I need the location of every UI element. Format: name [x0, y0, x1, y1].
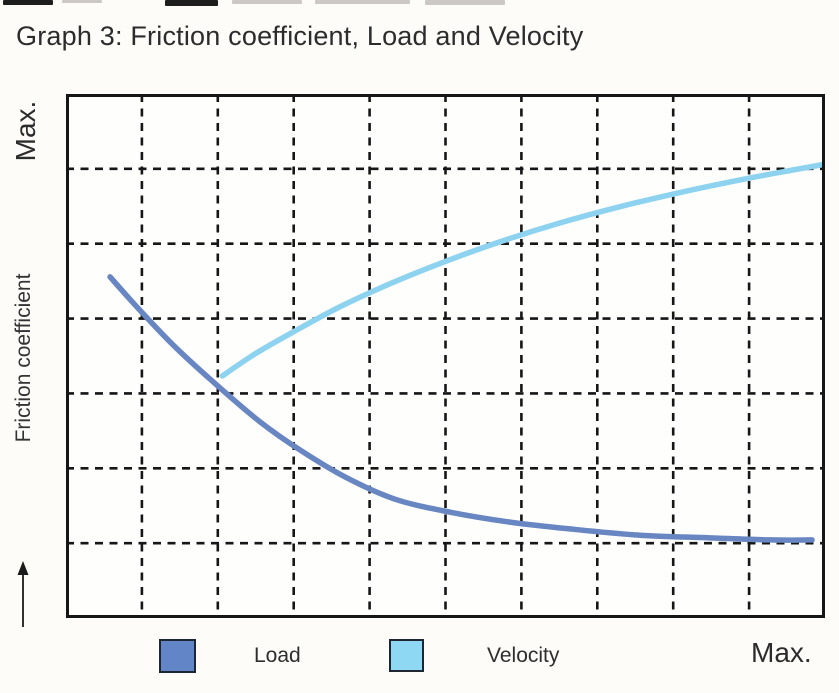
- remnant-segment: [315, 0, 410, 4]
- remnant-segment: [165, 0, 218, 6]
- page-title: Graph 3: Friction coefficient, Load and …: [16, 21, 584, 51]
- curve-load: [107, 274, 815, 543]
- plot-border: [66, 94, 825, 618]
- legend-label-velocity: Velocity: [487, 644, 560, 667]
- y-axis-arrow-icon: [13, 561, 33, 629]
- remnant-segment: [232, 0, 302, 4]
- plot-svg: [66, 94, 825, 618]
- x-axis-max-label: Max.: [751, 637, 812, 668]
- y-axis-max-label: Max.: [10, 100, 41, 162]
- curve-velocity: [219, 161, 825, 379]
- legend: Load Velocity Max.: [0, 630, 839, 690]
- plot-area: [66, 94, 825, 618]
- legend-swatch-load: [159, 639, 196, 673]
- y-axis-title: Friction coefficient: [12, 273, 35, 443]
- remnant-segment: [3, 0, 53, 5]
- remnant-segment: [425, 0, 505, 5]
- legend-label-load: Load: [254, 644, 301, 667]
- remnant-segment: [62, 0, 102, 3]
- legend-swatch-velocity: [389, 639, 424, 672]
